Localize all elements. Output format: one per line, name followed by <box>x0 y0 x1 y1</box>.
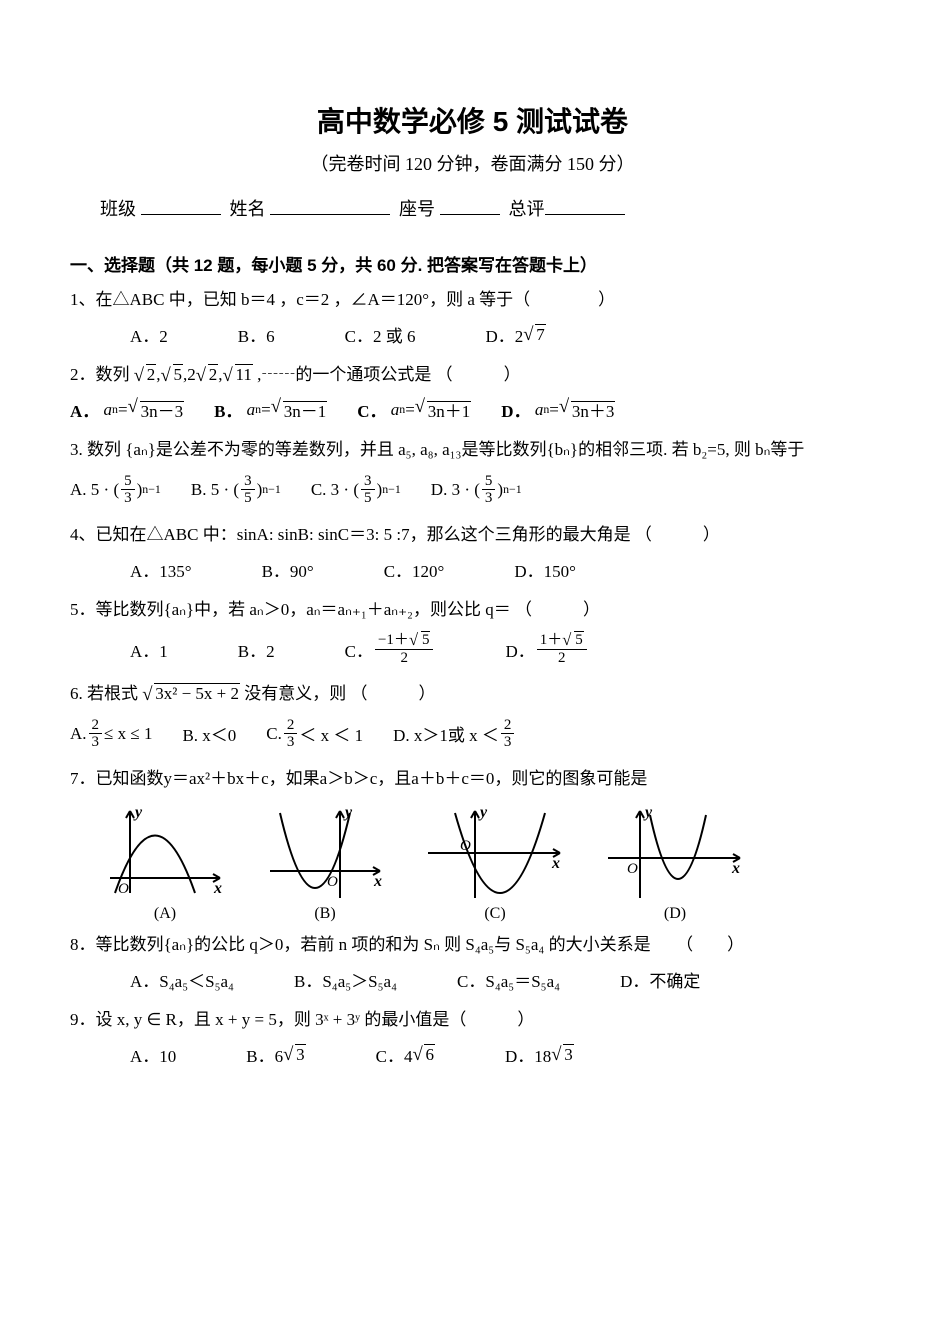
q6-opt-d[interactable]: D. x＞1或 x ＜ 23 <box>393 717 516 751</box>
page-title: 高中数学必修 5 测试试卷 <box>70 100 875 140</box>
q7-graph-c[interactable]: y x O (C) <box>420 803 570 923</box>
q4-opt-a[interactable]: A．135° <box>130 557 192 582</box>
q2-stem: 2．数列 2,5,22,11 ,┄┄的一个通项公式是 （ ） <box>70 359 875 391</box>
q3-options: A. 5 · (53)n−1 B. 5 · (35)n−1 C. 3 · (35… <box>70 473 875 507</box>
section-1-head: 一、选择题（共 12 题，每小题 5 分，共 60 分. 把答案写在答题卡上） <box>70 251 875 276</box>
q6-opt-c[interactable]: C. 23 ＜ x ＜ 1 <box>266 717 363 751</box>
q4-opt-c[interactable]: C．120° <box>384 557 445 582</box>
q1-options: A．2 B．6 C．2 或 6 D．27 <box>130 322 875 347</box>
label-class: 班级 <box>100 199 136 219</box>
q9-stem: 9．设 x, y ∈ R，且 x + y = 5，则 3ˣ + 3ʸ 的最小值是… <box>70 1004 875 1036</box>
q3-opt-a[interactable]: A. 5 · (53)n−1 <box>70 473 161 507</box>
q8-options: A．S₄a₅＜S₅a₄ B．S₄a₅＞S₅a₄ C．S₄a₅＝S₅a₄ D．不确… <box>130 967 875 992</box>
q7-label-b: (B) <box>260 905 390 923</box>
q2-options: A． an = 3n－3 B． an = 3n－1 C． an = 3n＋1 D… <box>70 397 875 422</box>
q7-graph-d[interactable]: y x O (D) <box>600 803 750 923</box>
svg-text:x: x <box>213 880 222 897</box>
q5-options: A．1 B．2 C．−1＋52 D．1＋52 <box>130 632 875 666</box>
q3-opt-d[interactable]: D. 3 · (53)n−1 <box>431 473 522 507</box>
q1-opt-d[interactable]: D．27 <box>485 322 545 347</box>
q7-label-a: (A) <box>100 905 230 923</box>
q9-opt-b[interactable]: B．63 <box>246 1042 305 1067</box>
svg-text:y: y <box>643 804 653 821</box>
svg-text:y: y <box>478 804 488 821</box>
info-line: 班级 姓名 座号 总评 <box>70 194 875 221</box>
svg-text:O: O <box>460 838 471 854</box>
q8-opt-c[interactable]: C．S₄a₅＝S₅a₄ <box>457 967 560 992</box>
q5-stem: 5．等比数列{aₙ}中，若 aₙ＞0，aₙ＝aₙ₊₁＋aₙ₊₂，则公比 q＝ （… <box>70 594 875 626</box>
svg-text:x: x <box>551 855 560 872</box>
q7-stem: 7．已知函数y＝ax²＋bx＋c，如果a＞b＞c，且a＋b＋c＝0，则它的图象可… <box>70 763 875 795</box>
q8-opt-a[interactable]: A．S₄a₅＜S₅a₄ <box>130 967 234 992</box>
svg-text:O: O <box>118 881 129 897</box>
svg-text:x: x <box>731 860 740 877</box>
blank-name[interactable] <box>270 194 390 215</box>
q5-opt-d[interactable]: D．1＋52 <box>505 632 588 666</box>
q2-opt-c[interactable]: C． an = 3n＋1 <box>357 397 471 422</box>
q8-stem: 8．等比数列{aₙ}的公比 q＞0，若前 n 项的和为 Sₙ 则 S₄a₅与 S… <box>70 929 875 961</box>
exam-page: 高中数学必修 5 测试试卷 （完卷时间 120 分钟，卷面满分 150 分） 班… <box>0 0 945 1337</box>
q9-opt-d[interactable]: D．183 <box>505 1042 574 1067</box>
q6-stem: 6. 若根式 3x² − 5x + 2 没有意义，则 （ ） <box>70 678 875 710</box>
q7-graph-b[interactable]: y x O (B) <box>260 803 390 923</box>
blank-score[interactable] <box>545 194 625 215</box>
q2-opt-b[interactable]: B． an = 3n－1 <box>214 397 327 422</box>
q3-stem: 3. 数列 {aₙ}是公差不为零的等差数列，并且 a₅, a₈, a₁₃是等比数… <box>70 434 875 466</box>
q7-label-d: (D) <box>600 905 750 923</box>
blank-class[interactable] <box>141 194 221 215</box>
label-seat: 座号 <box>399 199 435 219</box>
q1-opt-b[interactable]: B．6 <box>238 322 275 347</box>
q9-options: A．10 B．63 C．46 D．183 <box>130 1042 875 1067</box>
label-score: 总评 <box>509 199 545 219</box>
svg-text:O: O <box>627 861 638 877</box>
svg-text:O: O <box>327 874 338 890</box>
sqrt-icon: 7 <box>523 325 546 345</box>
q7-graphs: y x O (A) y x O (B) <box>100 803 875 923</box>
blank-seat[interactable] <box>440 194 500 215</box>
q6-opt-a[interactable]: A. 23 ≤ x ≤ 1 <box>70 717 152 751</box>
q5-opt-b[interactable]: B．2 <box>238 632 275 666</box>
label-name: 姓名 <box>230 199 266 219</box>
q9-opt-c[interactable]: C．46 <box>376 1042 435 1067</box>
q7-label-c: (C) <box>420 905 570 923</box>
q4-stem: 4、已知在△ABC 中：sinA: sinB: sinC＝3: 5 :7，那么这… <box>70 519 875 551</box>
q1-opt-a[interactable]: A．2 <box>130 322 168 347</box>
q7-graph-a[interactable]: y x O (A) <box>100 803 230 923</box>
q1-opt-c[interactable]: C．2 或 6 <box>345 322 416 347</box>
q4-opt-b[interactable]: B．90° <box>262 557 314 582</box>
q3-opt-c[interactable]: C. 3 · (35)n−1 <box>311 473 401 507</box>
svg-text:x: x <box>373 873 382 890</box>
q6-opt-b[interactable]: B. x＜0 <box>182 717 236 751</box>
q2-opt-a[interactable]: A． an = 3n－3 <box>70 397 184 422</box>
svg-text:y: y <box>343 804 353 821</box>
q2-opt-d[interactable]: D． an = 3n＋3 <box>501 397 615 422</box>
q8-opt-b[interactable]: B．S₄a₅＞S₅a₄ <box>294 967 397 992</box>
q5-opt-a[interactable]: A．1 <box>130 632 168 666</box>
page-subtitle: （完卷时间 120 分钟，卷面满分 150 分） <box>70 150 875 176</box>
q6-options: A. 23 ≤ x ≤ 1 B. x＜0 C. 23 ＜ x ＜ 1 D. x＞… <box>70 717 875 751</box>
q3-opt-b[interactable]: B. 5 · (35)n−1 <box>191 473 281 507</box>
q1-stem: 1、在△ABC 中，已知 b＝4 ，c＝2 ，∠A＝120°，则 a 等于（ ） <box>70 284 875 316</box>
q4-opt-d[interactable]: D．150° <box>514 557 576 582</box>
q5-opt-c[interactable]: C．−1＋52 <box>345 632 436 666</box>
q4-options: A．135° B．90° C．120° D．150° <box>130 557 875 582</box>
q8-opt-d[interactable]: D．不确定 <box>620 967 700 992</box>
svg-text:y: y <box>133 804 143 821</box>
q9-opt-a[interactable]: A．10 <box>130 1042 176 1067</box>
